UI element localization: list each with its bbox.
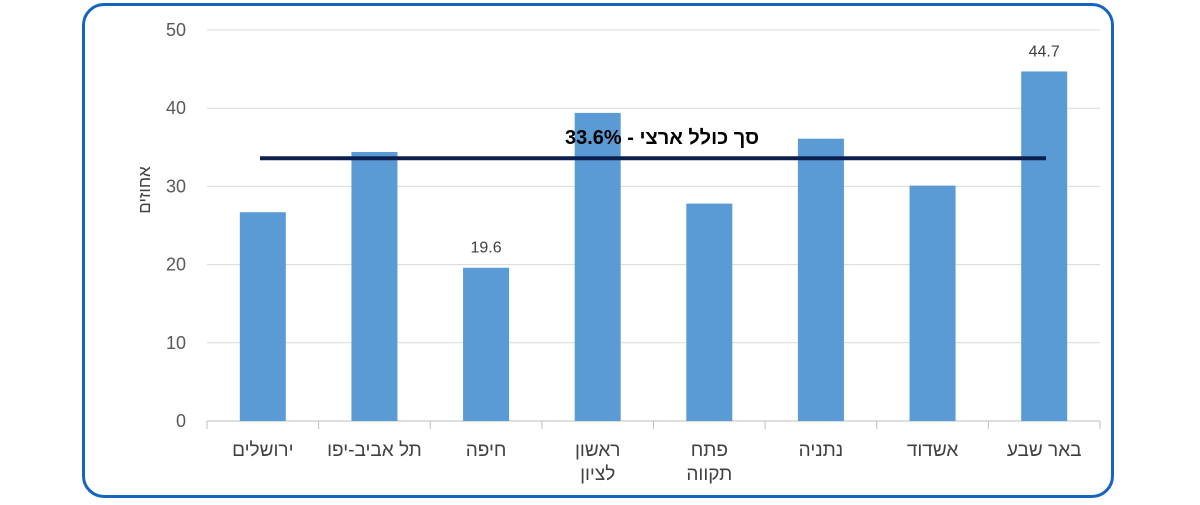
bar [909,185,956,421]
data-label: 44.7 [1029,43,1060,60]
y-tick-label: 40 [166,98,186,118]
bar [574,112,621,421]
reference-line-label: סך כולל ארצי - 33.6% [565,127,759,149]
bar [463,267,510,421]
x-tick-label-line: לציון [580,464,615,485]
y-tick-label: 50 [166,20,186,40]
bar [239,212,286,421]
x-tick-label-line: באר שבע [1007,440,1082,461]
y-tick-label: 10 [166,333,186,353]
x-tick-label: ראשון לציון [575,440,620,485]
bar [797,138,844,421]
bars [239,71,1068,422]
x-tick-label: אשדוד [907,440,958,461]
x-tick-label: תל אביב-יפו [327,440,422,461]
x-tick-label-line: פתח [691,440,728,461]
labels: 0 10 20 30 40 50 44.7 באר שבע אשדוד נתניה פתח תקווה… [135,20,1082,485]
x-tick-label: פתח תקווה [686,440,732,485]
x-tick-label: באר שבע [1007,440,1082,461]
gridlines [206,29,1101,429]
x-tick-label-line: חיפה [466,440,507,461]
x-tick-label: נתניה [799,440,844,461]
x-tick-label: ירושלים [232,440,293,461]
bar [351,151,398,421]
x-tick-label-line: ראשון [575,440,620,461]
x-tick-label-line: ירושלים [232,440,293,461]
bar [686,203,733,421]
bar [1021,71,1068,422]
y-tick-label: 20 [166,255,186,275]
data-label: 19.6 [470,240,501,257]
y-tick-label: 30 [166,176,186,196]
x-tick-label-line: תל אביב-יפו [327,440,422,461]
y-tick-label: 0 [176,411,186,431]
y-axis-title: אחוזים [135,166,154,214]
x-tick-label: חיפה [466,440,507,461]
x-tick-label-line: תקווה [686,464,732,485]
x-tick-label-line: נתניה [799,440,844,461]
x-tick-label-line: אשדוד [907,440,958,461]
